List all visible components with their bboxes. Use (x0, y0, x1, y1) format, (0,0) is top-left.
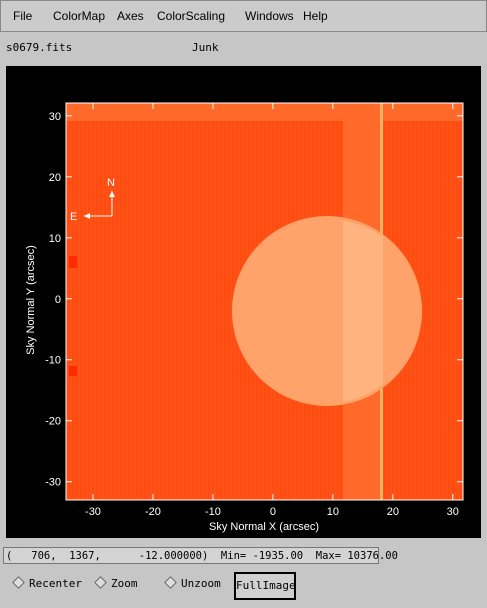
status-bar: ( 706, 1367, -12.000000) Min= -1935.00 M… (3, 547, 398, 564)
compass: N E (70, 177, 115, 223)
compass-north: N (107, 177, 115, 189)
y-tick-label: -10 (45, 355, 61, 367)
zoom-button[interactable]: Zoom (94, 576, 138, 590)
menu-item[interactable]: Windows (245, 9, 294, 23)
image-title: Junk (192, 41, 219, 54)
x-tick-label: 10 (327, 506, 339, 518)
y-tick-label: -20 (45, 416, 61, 428)
menu-item[interactable]: ColorScaling (157, 9, 226, 23)
menu-item[interactable]: Axes (117, 9, 144, 23)
x-tick-label: 30 (447, 506, 459, 518)
image-panel: N E Sky Normal X (arcsec) Sky Normal Y (… (6, 66, 481, 538)
unzoom-button[interactable]: Unzoom (164, 576, 221, 590)
menu-item[interactable]: Help (303, 9, 328, 23)
plot-frame (65, 102, 464, 501)
button-label: Zoom (111, 577, 138, 590)
menu-item[interactable]: File (13, 9, 33, 23)
menu-bar: File ColorMap Axes ColorScaling Windows … (0, 0, 487, 32)
y-tick-label: 10 (49, 233, 61, 245)
file-name: s0679.fits (6, 41, 73, 54)
full-image-button[interactable]: FullImage (234, 572, 296, 600)
button-label: Recenter (29, 577, 82, 590)
button-label: Unzoom (181, 577, 221, 590)
y-tick-label: 30 (49, 111, 61, 123)
x-tick-label: 20 (387, 506, 399, 518)
x-axis-label: Sky Normal X (arcsec) (209, 521, 319, 533)
y-axis-label: Sky Normal Y (arcsec) (25, 245, 37, 355)
compass-east: E (70, 211, 77, 223)
y-tick-label: 20 (49, 172, 61, 184)
x-tick-label: 0 (270, 506, 276, 518)
x-tick-label: -30 (85, 506, 101, 518)
y-tick-label: -30 (45, 477, 61, 489)
x-tick-label: -10 (205, 506, 221, 518)
x-tick-label: -20 (145, 506, 161, 518)
sky-image (66, 103, 463, 500)
y-tick-label: 0 (55, 294, 61, 306)
recenter-button[interactable]: Recenter (12, 576, 82, 590)
menu-item[interactable]: ColorMap (53, 9, 106, 23)
